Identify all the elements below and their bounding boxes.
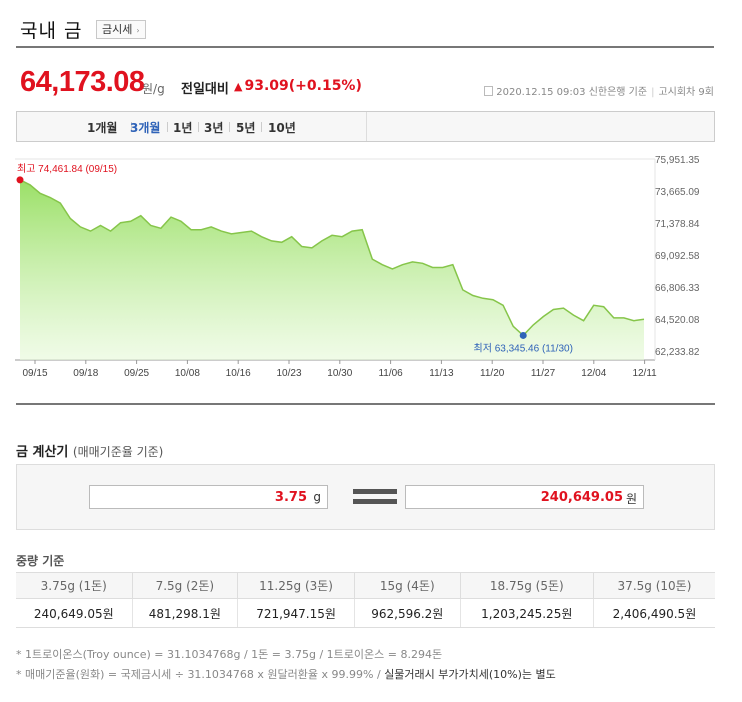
price-diff: ▲ 93.09(+0.15%) xyxy=(234,78,362,94)
footnote-1: * 1트로이온스(Troy ounce) = 31.1034768g / 1돈 … xyxy=(16,648,443,661)
gold-price-button[interactable]: 금시세 › xyxy=(96,20,146,39)
min-marker xyxy=(519,331,527,339)
calculator-title: 금 계산기 (매매기준율 기준) xyxy=(16,441,163,460)
price-area xyxy=(20,179,644,360)
price-meta: 2020.12.15 09:03 신한은행 기준 | 고시회차 9회 xyxy=(484,83,714,98)
meta-round: 고시회차 9회 xyxy=(658,87,714,98)
price-unit: 원/g xyxy=(142,82,165,96)
gold-price-button-label: 금시세 xyxy=(102,23,133,36)
y-tick-label: 75,951.35 xyxy=(655,155,700,166)
x-tick-label: 11/20 xyxy=(480,368,505,379)
weights-header: 18.75g (5돈) xyxy=(459,572,594,599)
weights-value: 240,649.05원 xyxy=(16,598,132,628)
y-tick-label: 62,233.82 xyxy=(655,347,700,358)
weights-header: 3.75g (1돈) xyxy=(16,572,132,599)
weights-header: 7.5g (2돈) xyxy=(131,572,238,599)
calculator-title-text: 금 계산기 xyxy=(16,445,69,460)
weight-unit: g xyxy=(313,490,321,504)
weights-header: 15g (4돈) xyxy=(353,572,461,599)
tab-3-years[interactable]: 3년 xyxy=(204,121,224,135)
weights-value-row: 240,649.05원 481,298.1원 721,947.15원 962,5… xyxy=(16,598,715,628)
y-tick-label: 64,520.08 xyxy=(655,315,700,326)
footnote-2-text: * 매매기준율(원화) = 국제금시세 ÷ 31.1034768 x 원달러환율… xyxy=(16,668,381,681)
result-unit: 원 xyxy=(625,492,637,506)
chevron-right-icon: › xyxy=(136,26,140,35)
weight-input[interactable]: 3.75 g xyxy=(89,485,328,509)
weights-value: 962,596.2원 xyxy=(353,598,461,628)
calculator-subtitle: (매매기준율 기준) xyxy=(72,445,164,459)
x-tick-label: 09/18 xyxy=(73,368,98,379)
footnote-2: * 매매기준율(원화) = 국제금시세 ÷ 31.1034768 x 원달러환율… xyxy=(16,665,556,685)
weights-header: 11.25g (3돈) xyxy=(237,572,355,599)
meta-date: 2020.12.15 09:03 xyxy=(496,87,586,98)
y-tick-label: 69,092.58 xyxy=(655,251,700,262)
document-icon xyxy=(484,86,494,96)
x-tick-label: 10/23 xyxy=(276,368,301,379)
weights-table: 3.75g (1돈) 7.5g (2돈) 11.25g (3돈) 15g (4돈… xyxy=(16,572,715,628)
y-tick-label: 66,806.33 xyxy=(655,283,700,294)
diff-value: 93.09 xyxy=(244,78,289,94)
weights-header: 37.5g (10돈) xyxy=(592,572,715,599)
x-tick-label: 11/27 xyxy=(531,368,556,379)
tab-1-year[interactable]: 1년 xyxy=(173,121,193,135)
price-summary: 64,173.08 원/g 전일대비 ▲ 93.09(+0.15%) 2020.1… xyxy=(16,64,716,104)
calculator-box: 3.75 g 240,649.05 원 xyxy=(16,464,715,530)
price-chart[interactable]: 75,951.35 73,665.09 71,378.84 69,092.58 66,8… xyxy=(0,150,742,390)
tab-5-years[interactable]: 5년 xyxy=(236,121,256,135)
tab-1-month[interactable]: 1개월 xyxy=(87,121,118,135)
weights-value: 481,298.1원 xyxy=(131,598,238,628)
page-header: 국내 금 금시세 › xyxy=(16,12,714,48)
weights-value: 2,406,490.5원 xyxy=(592,598,715,628)
x-tick-label: 09/15 xyxy=(22,368,47,379)
price-chart-svg: 75,951.35 73,665.09 71,378.84 69,092.58 66,8… xyxy=(15,155,700,379)
price-line xyxy=(19,179,645,337)
x-tick-label: 10/16 xyxy=(226,368,251,379)
tab-10-years[interactable]: 10년 xyxy=(268,121,296,135)
max-label: 최고 74,461.84 (09/15) xyxy=(17,163,117,175)
weights-value: 721,947.15원 xyxy=(237,598,355,628)
equals-icon xyxy=(353,489,397,505)
result-value: 240,649.05 xyxy=(540,490,623,505)
x-tick-label: 12/04 xyxy=(581,368,606,379)
x-tick-label: 10/30 xyxy=(327,368,352,379)
diff-label: 전일대비 xyxy=(181,82,229,97)
footnote-2-emphasis: 실물거래시 부가가치세(10%)는 별도 xyxy=(384,668,556,681)
min-label: 최저 63,345.46 (11/30) xyxy=(474,342,573,354)
footnotes: * 1트로이온스(Troy ounce) = 31.1034768g / 1돈 … xyxy=(16,645,556,685)
weights-title: 중량 기준 xyxy=(16,554,65,568)
x-tick-label: 12/11 xyxy=(632,368,657,379)
current-price: 64,173.08 xyxy=(20,66,145,98)
period-tabs: 1개월 3개월 1년 3년 5년 10년 xyxy=(16,111,715,142)
page-title: 국내 금 xyxy=(20,20,83,42)
x-tick-label: 11/06 xyxy=(378,368,403,379)
y-tick-label: 71,378.84 xyxy=(655,219,700,230)
tab-3-months[interactable]: 3개월 xyxy=(130,121,161,135)
weights-value: 1,203,245.25원 xyxy=(459,598,594,628)
x-tick-label: 09/25 xyxy=(124,368,149,379)
weights-header-row: 3.75g (1돈) 7.5g (2돈) 11.25g (3돈) 15g (4돈… xyxy=(16,572,715,599)
result-field[interactable]: 240,649.05 원 xyxy=(405,485,644,509)
meta-bank: 신한은행 기준 xyxy=(588,87,648,98)
y-tick-label: 73,665.09 xyxy=(655,187,700,198)
x-tick-label: 10/08 xyxy=(175,368,200,379)
weight-value: 3.75 xyxy=(274,490,307,505)
x-tick-label: 11/13 xyxy=(429,368,454,379)
section-divider xyxy=(16,403,715,405)
diff-percent: (+0.15%) xyxy=(288,78,362,94)
up-triangle-icon: ▲ xyxy=(234,80,243,93)
max-marker xyxy=(16,176,24,184)
